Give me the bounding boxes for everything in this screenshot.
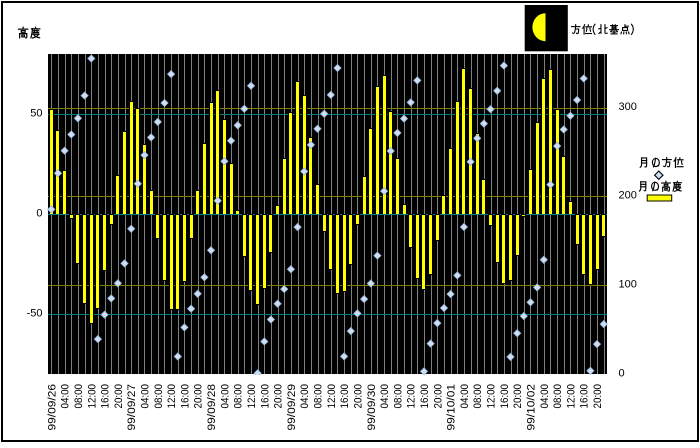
svg-text:12:00: 12:00 bbox=[565, 384, 577, 409]
svg-text:12:00: 12:00 bbox=[486, 384, 498, 409]
svg-text:99/10/02: 99/10/02 bbox=[526, 384, 538, 431]
svg-text:99/10/01: 99/10/01 bbox=[446, 384, 458, 431]
svg-text:04:00: 04:00 bbox=[219, 384, 231, 409]
svg-text:12:00: 12:00 bbox=[166, 384, 178, 409]
svg-text:12:00: 12:00 bbox=[246, 384, 258, 409]
svg-text:12:00: 12:00 bbox=[406, 384, 418, 409]
svg-text:99/09/30: 99/09/30 bbox=[366, 384, 378, 431]
svg-text:200: 200 bbox=[619, 190, 637, 202]
svg-text:08:00: 08:00 bbox=[153, 384, 165, 409]
svg-text:12:00: 12:00 bbox=[86, 384, 98, 409]
svg-text:20:00: 20:00 bbox=[193, 384, 205, 409]
svg-text:16:00: 16:00 bbox=[499, 384, 511, 409]
svg-text:99/09/29: 99/09/29 bbox=[286, 384, 298, 431]
svg-text:20:00: 20:00 bbox=[512, 384, 524, 409]
svg-text:99/09/27: 99/09/27 bbox=[126, 384, 138, 431]
svg-text:16:00: 16:00 bbox=[419, 384, 431, 409]
svg-text:20:00: 20:00 bbox=[432, 384, 444, 409]
svg-text:16:00: 16:00 bbox=[579, 384, 591, 409]
svg-text:-50: -50 bbox=[27, 308, 43, 320]
svg-text:20:00: 20:00 bbox=[273, 384, 285, 409]
svg-text:04:00: 04:00 bbox=[459, 384, 471, 409]
svg-text:08:00: 08:00 bbox=[472, 384, 484, 409]
svg-text:16:00: 16:00 bbox=[100, 384, 112, 409]
svg-text:50: 50 bbox=[30, 108, 42, 120]
svg-text:08:00: 08:00 bbox=[552, 384, 564, 409]
svg-text:20:00: 20:00 bbox=[592, 384, 604, 409]
svg-text:08:00: 08:00 bbox=[73, 384, 85, 409]
svg-text:04:00: 04:00 bbox=[60, 384, 72, 409]
svg-text:99/09/26: 99/09/26 bbox=[46, 384, 58, 431]
svg-text:300: 300 bbox=[619, 101, 637, 113]
svg-text:08:00: 08:00 bbox=[233, 384, 245, 409]
svg-text:16:00: 16:00 bbox=[259, 384, 271, 409]
svg-text:0: 0 bbox=[36, 208, 42, 220]
svg-text:100: 100 bbox=[619, 279, 637, 291]
svg-text:99/09/28: 99/09/28 bbox=[206, 384, 218, 431]
svg-text:12:00: 12:00 bbox=[326, 384, 338, 409]
svg-text:20:00: 20:00 bbox=[113, 384, 125, 409]
svg-text:08:00: 08:00 bbox=[392, 384, 404, 409]
svg-text:04:00: 04:00 bbox=[140, 384, 152, 409]
svg-text:16:00: 16:00 bbox=[179, 384, 191, 409]
svg-text:20:00: 20:00 bbox=[352, 384, 364, 409]
svg-text:04:00: 04:00 bbox=[379, 384, 391, 409]
svg-text:04:00: 04:00 bbox=[299, 384, 311, 409]
svg-text:0: 0 bbox=[619, 368, 625, 380]
svg-text:08:00: 08:00 bbox=[313, 384, 325, 409]
svg-text:16:00: 16:00 bbox=[339, 384, 351, 409]
svg-text:04:00: 04:00 bbox=[539, 384, 551, 409]
